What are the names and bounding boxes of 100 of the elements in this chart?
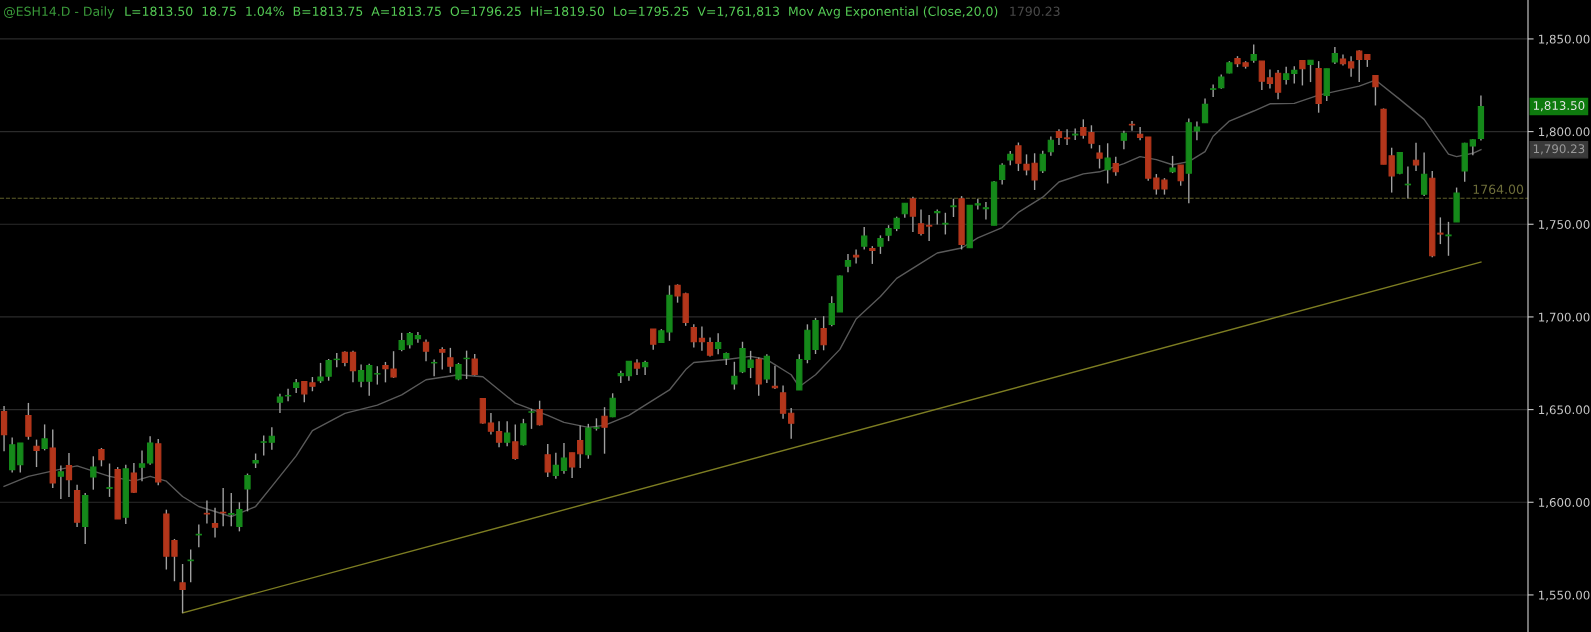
candlestick — [1420, 151, 1428, 197]
candlestick — [244, 472, 251, 513]
candlestick — [820, 315, 827, 351]
candlestick — [357, 363, 365, 389]
candlestick — [1112, 156, 1119, 177]
candlestick — [1096, 144, 1103, 170]
candlestick — [495, 420, 503, 448]
candlestick — [763, 353, 770, 384]
candlestick — [1258, 60, 1265, 91]
candlestick — [366, 362, 373, 397]
chart-title: @ESH14.D - Daily — [4, 6, 115, 19]
candlestick — [552, 452, 560, 480]
candlestick — [130, 462, 138, 494]
candlestick — [138, 449, 146, 483]
candlestick — [788, 407, 795, 440]
candlestick — [852, 248, 860, 265]
candlestick — [520, 418, 527, 447]
candlestick — [715, 332, 722, 355]
candlestick — [528, 408, 535, 430]
candlestick — [1307, 59, 1314, 83]
candlestick — [41, 423, 48, 452]
candlestick — [942, 212, 949, 236]
candlestick — [1372, 74, 1379, 107]
candlestick — [1437, 216, 1444, 245]
candlestick — [195, 523, 202, 548]
candlestick — [65, 452, 73, 498]
candlestick — [731, 361, 738, 391]
candlestick — [447, 347, 454, 374]
candlestick — [690, 323, 697, 349]
candlestick — [1120, 130, 1128, 150]
candlestick — [601, 406, 608, 455]
candlestick — [1177, 164, 1184, 187]
y-tick-label: 1,600.00 — [1539, 497, 1590, 509]
candlestick — [917, 208, 925, 237]
candlestick — [25, 402, 32, 441]
annotation: 1790.23 — [1010, 6, 1060, 16]
candlestick — [877, 234, 884, 255]
candlestick — [1209, 83, 1217, 98]
candlestick — [1039, 150, 1046, 174]
y-tick-label: 1,750.00 — [1539, 219, 1590, 231]
candlestick — [430, 358, 438, 377]
candlestick — [544, 443, 551, 478]
candlestick — [439, 346, 446, 371]
candlestick — [1347, 55, 1355, 78]
candlestick — [17, 442, 24, 474]
candlestick — [1266, 68, 1274, 90]
candlestick — [260, 434, 267, 457]
candlestick — [487, 412, 495, 436]
candlestick — [999, 162, 1006, 186]
y-tick-label: 1,850.00 — [1539, 34, 1590, 45]
chart-subtitle: L=1813.50 18.75 1.04% B=1813.75 A=1813.75 O=1796.25 Hi=1819.50 Lo=1795.25 V=1,761,813 Mov Avg Exponential (Close,20,0) — [125, 6, 998, 19]
candlestick — [1104, 142, 1111, 185]
candlestick — [909, 195, 917, 233]
y-tick-label: 1,650.00 — [1539, 405, 1590, 416]
candlestick — [0, 405, 8, 452]
candlestick — [1274, 69, 1282, 101]
y-tick-label: 1,550.00 — [1539, 590, 1590, 601]
candlestick — [414, 331, 422, 344]
candlestick — [1250, 43, 1257, 64]
candlestick — [698, 325, 706, 352]
candlestick — [828, 295, 835, 327]
candlestick — [276, 392, 284, 414]
candlestick — [1047, 135, 1055, 157]
candlestick — [974, 197, 981, 211]
candlestick — [1201, 97, 1209, 124]
candlestick — [98, 447, 105, 468]
candlestick — [1128, 120, 1136, 132]
candlestick — [90, 455, 97, 491]
candlestick — [560, 442, 568, 475]
candlestick — [1356, 49, 1363, 83]
candlestick — [187, 548, 194, 584]
candlestick — [349, 349, 357, 384]
candlestick — [650, 328, 657, 351]
candlestick — [146, 435, 154, 466]
candlestick — [268, 426, 275, 451]
candlestick — [33, 438, 40, 468]
candlestick — [106, 462, 113, 498]
text: 1,790.23 — [1533, 144, 1585, 155]
candlestick — [422, 338, 430, 362]
candlestick — [1193, 120, 1201, 141]
candlestick — [374, 365, 381, 386]
candlestick — [625, 360, 633, 382]
candlestick — [641, 360, 649, 376]
candlestick — [536, 400, 543, 427]
candlestick — [1445, 221, 1452, 257]
candlestick — [211, 507, 219, 539]
candlestick — [779, 384, 787, 420]
candlestick — [844, 253, 852, 273]
candlestick — [925, 214, 933, 242]
candlestick — [568, 452, 576, 479]
candlestick — [861, 226, 868, 251]
candlestick — [1063, 128, 1071, 146]
candlestick — [512, 423, 519, 461]
candlestick — [577, 424, 584, 469]
candlestick — [982, 201, 990, 221]
candlestick — [504, 420, 511, 447]
candlestick — [203, 499, 211, 525]
candlestick — [1015, 141, 1022, 172]
candlestick — [284, 388, 292, 402]
y-tick-label: 1,800.00 — [1539, 127, 1590, 138]
